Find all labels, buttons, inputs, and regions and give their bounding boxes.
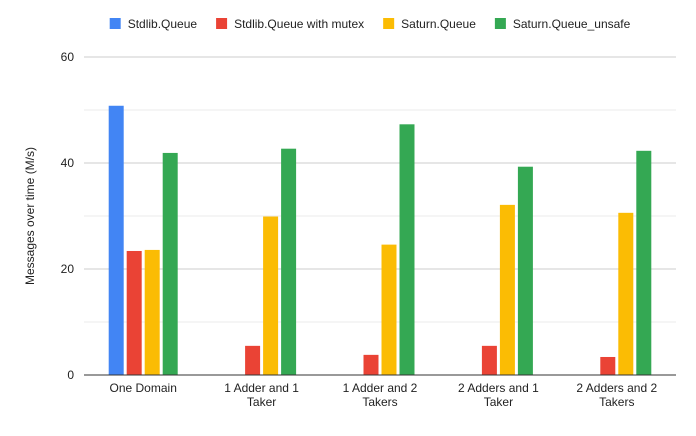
legend-label: Saturn.Queue_unsafe [513,17,631,31]
bar-stdlib-queue-with-mutex-1 [245,345,261,375]
y-tick-label: 60 [61,50,75,64]
bar-stdlib-queue-0 [108,105,124,375]
y-tick-label: 0 [67,368,74,382]
legend-item-stdlib-queue[interactable]: Stdlib.Queue [109,17,198,31]
legend-label: Stdlib.Queue with mutex [234,17,364,31]
legend-swatch [216,18,228,29]
bar-saturn-queue-unsafe-3 [517,166,533,375]
x-tick-label: One Domain [110,381,177,395]
bar-saturn-queue-1 [263,216,279,375]
bar-saturn-queue-2 [381,244,397,375]
legend: Stdlib.Queue Stdlib.Queue with mutex Satur… [109,17,631,31]
bar-saturn-queue-unsafe-4 [636,150,652,375]
bar-saturn-queue-unsafe-0 [162,152,178,375]
legend-item-saturn-queue-unsafe[interactable]: Saturn.Queue_unsafe [494,17,631,31]
legend-label: Saturn.Queue [401,17,476,31]
legend-swatch [383,18,395,29]
bar-saturn-queue-3 [499,204,515,375]
legend-item-stdlib-queue-with-mutex[interactable]: Stdlib.Queue with mutex [216,17,364,31]
x-tick-label: Takers [362,395,397,409]
bar-saturn-queue-unsafe-2 [399,124,415,375]
x-tick-label: Taker [484,395,513,409]
bar-stdlib-queue-with-mutex-0 [126,250,142,375]
y-axis-title: Messages over time (M/s) [23,147,37,285]
bars [108,105,652,375]
gridlines [84,56,676,323]
bar-stdlib-queue-with-mutex-3 [481,345,497,375]
bar-saturn-queue-4 [618,212,634,375]
bar-saturn-queue-0 [144,249,160,375]
x-tick-label: Taker [247,395,276,409]
x-tick-label: 2 Adders and 1 [458,381,539,395]
bar-stdlib-queue-with-mutex-4 [600,356,616,375]
bar-stdlib-queue-with-mutex-2 [363,354,379,375]
x-tick-label: 1 Adder and 1 [224,381,299,395]
legend-swatch [494,18,506,29]
legend-item-saturn-queue[interactable]: Saturn.Queue [383,17,476,31]
x-tick-label: Takers [599,395,634,409]
y-tick-label: 40 [61,156,75,170]
legend-swatch [109,18,121,29]
x-tick-label: 1 Adder and 2 [343,381,418,395]
y-tick-label: 20 [61,262,75,276]
bar-saturn-queue-unsafe-1 [281,148,297,375]
x-tick-label: 2 Adders and 2 [576,381,657,395]
legend-label: Stdlib.Queue [128,17,198,31]
